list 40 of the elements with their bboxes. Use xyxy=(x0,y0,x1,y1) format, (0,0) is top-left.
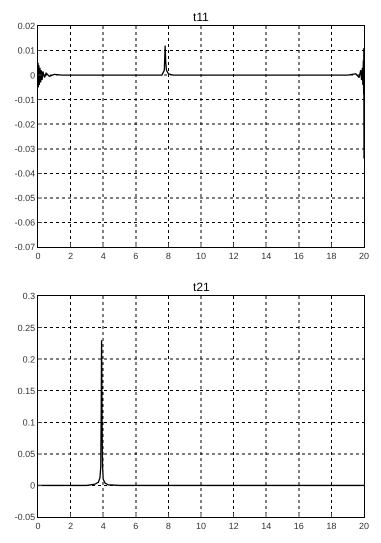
x-tick-label: 14 xyxy=(261,250,272,261)
x-tick-label: 14 xyxy=(261,520,272,531)
chart-title: t11 xyxy=(193,10,210,24)
y-tick-label: 0.01 xyxy=(18,46,36,56)
y-tick-label: 0.3 xyxy=(22,291,36,302)
y-tick-label: 0.05 xyxy=(18,449,36,460)
y-tick-label: -0.05 xyxy=(14,193,36,203)
x-tick-label: 12 xyxy=(228,250,239,261)
x-tick-label: 18 xyxy=(326,520,336,531)
x-tick-label: 4 xyxy=(100,250,106,261)
x-tick-label: 12 xyxy=(228,520,239,531)
y-tick-label: 0.02 xyxy=(18,21,36,32)
x-tick-label: 6 xyxy=(133,250,138,261)
y-tick-label: -0.03 xyxy=(14,144,36,154)
x-tick-label: 8 xyxy=(166,250,171,261)
y-tick-label: 0 xyxy=(30,70,36,80)
y-tick-label: 0 xyxy=(30,480,36,491)
x-tick-label: 10 xyxy=(196,520,206,531)
y-tick-label: 0.15 xyxy=(18,386,36,396)
y-tick-label: -0.05 xyxy=(14,512,36,522)
y-tick-label: -0.04 xyxy=(14,168,36,178)
x-tick-label: 16 xyxy=(294,520,304,531)
y-tick-label: -0.01 xyxy=(14,94,36,105)
x-tick-label: 18 xyxy=(326,250,336,261)
y-tick-label: 0.1 xyxy=(22,417,36,428)
x-tick-label: 6 xyxy=(133,520,138,531)
x-tick-label: 4 xyxy=(100,520,106,531)
x-tick-label: 20 xyxy=(358,520,370,531)
x-tick-label: 16 xyxy=(294,250,304,261)
chart-title: t21 xyxy=(193,280,210,294)
x-tick-label: 10 xyxy=(196,250,206,261)
y-tick-label: -0.07 xyxy=(14,242,36,252)
x-tick-label: 20 xyxy=(358,250,370,261)
y-tick-label: 0.2 xyxy=(22,354,36,364)
y-tick-label: 0.25 xyxy=(18,322,36,333)
x-tick-label: 8 xyxy=(166,520,171,531)
x-tick-label: 2 xyxy=(68,520,74,531)
y-tick-label: -0.06 xyxy=(14,218,36,228)
x-tick-label: 2 xyxy=(68,250,74,261)
y-tick-label: -0.02 xyxy=(14,119,36,130)
